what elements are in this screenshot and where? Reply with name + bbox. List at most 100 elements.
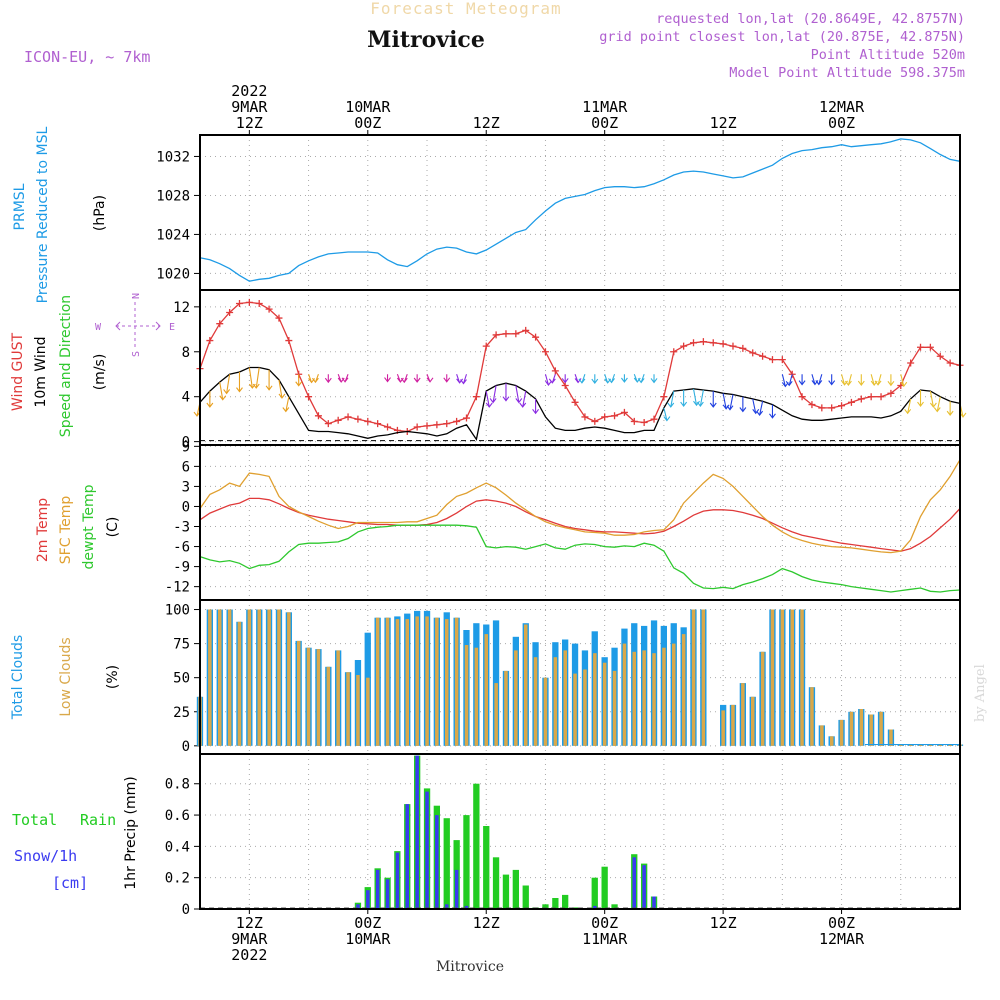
wind-direction-arrow [680,389,688,408]
temperature-ytick-label: 3 [182,479,190,495]
clouds-bar-secondary [395,619,400,746]
clouds-bar-secondary [425,616,429,746]
wind-series-0-line [199,301,961,433]
clouds-bar-secondary [928,744,933,746]
clouds-bar-secondary [849,711,854,746]
gust-point [374,420,382,428]
wind-labels: Wind GUST 10m Wind Speed and Direction (… [10,293,175,437]
clouds-bar-secondary [770,609,775,746]
compass-south: S [131,351,142,357]
wind-direction-arrow [265,369,273,391]
bottom-axis-label: 10MAR [345,930,391,948]
gust-point [423,422,431,430]
clouds-bar-secondary [593,653,597,746]
temperature-ytick-label: 6 [182,459,190,475]
temperature-ytick-label: -9 [173,560,190,576]
gust-point [768,356,776,364]
clouds-bar-secondary [257,609,261,746]
gust-point [216,320,224,328]
wind-direction-arrow [413,374,421,383]
temp-labels: 2m Temp SFC Temp dewpt Temp (C) [35,484,121,569]
clouds-bar-secondary [346,672,350,746]
clouds-ytick-label: 75 [173,637,190,653]
precip-frame [199,753,961,910]
clouds-bar-secondary [464,645,469,746]
temperature-ytick-label: -12 [165,580,190,596]
top-axis-label: 00Z [828,114,855,132]
top-axis-label: 00Z [591,114,618,132]
precip-bar-primary [542,904,549,909]
pressure-ytick-label: 1032 [156,149,190,165]
pressure-label-2: Pressure Reduced to MSL [35,126,51,303]
gust-point [482,342,490,350]
gust-point [611,412,619,420]
wind-direction-arrow [870,374,878,386]
precip-bar-primary [552,898,559,909]
clouds-bar-secondary [494,683,498,746]
clouds-bar-secondary [800,609,804,746]
clouds-bar-secondary [375,617,380,746]
temperature-ytick-label: 9 [182,439,190,455]
precip-bar-secondary [642,865,646,909]
precip-bar-primary [473,783,480,909]
wind-direction-arrow [206,391,214,408]
clouds-bar-secondary [602,662,607,746]
clouds-bar-secondary [790,609,794,746]
wind-direction-arrow [769,404,776,419]
wind-direction-arrow [917,389,924,408]
clouds-bar-secondary [830,736,834,746]
temperature-ytick-label: -6 [173,540,190,556]
precip-ytick-label: 0.2 [165,871,190,887]
precip-bar-secondary [464,905,469,909]
wind-direction-arrow [844,374,852,386]
wind-direction-arrow [308,374,316,384]
wind-direction-arrow [692,388,700,407]
gust-point [502,330,510,338]
precip-bar-secondary [405,804,409,909]
clouds-bar-secondary [326,666,331,746]
precip-bar-secondary [366,890,370,909]
wind-direction-arrow [667,390,675,408]
clouds-ytick-label: 0 [182,739,190,755]
clouds-bar-secondary [780,609,785,746]
wind-direction-arrow [578,374,586,384]
wind-direction-arrow [815,374,823,386]
compass-north: N [131,293,142,299]
temp-unit: (C) [105,517,121,538]
gust-point [265,305,273,313]
precip-bar-secondary [435,815,439,909]
top-axis-label: 12MAR [819,98,865,116]
gust-point [887,389,895,397]
cloud-unit: (%) [105,665,121,689]
gust-point [206,337,214,345]
wind-direction-arrow [548,374,556,384]
gust-point [354,415,362,423]
clouds-bar-secondary [652,653,656,746]
precip-bar-secondary [593,905,597,909]
gust-point [581,413,589,421]
clouds-bar-secondary [701,609,706,746]
wind-direction-arrow [443,374,451,383]
gust-point [571,398,579,406]
pressure-ytick-label: 1028 [156,188,190,204]
clouds-bar-secondary [839,719,844,746]
precip-bar-primary [522,885,529,909]
wind-direction-arrow [460,374,468,385]
gust-point [334,416,342,424]
clouds-bar-secondary [306,647,311,746]
clouds-bar-secondary [622,643,627,746]
cloud-label-1: Total Clouds [10,635,26,720]
clouds-bar-secondary [908,744,913,746]
gust-point [413,423,421,431]
wind-panel: 0 4 8 12 [173,289,967,451]
temperature-panel: 9 6 3 0 -3 -6 -9 -12 [165,439,961,601]
precip-bar-secondary [454,869,459,909]
gust-point [946,359,954,367]
gust-point [739,344,747,352]
clouds-bar-secondary [484,634,488,746]
precip-unit: 1hr Precip (mm) [123,776,139,889]
clouds-bar-secondary [741,683,745,746]
wind-direction-arrow [781,374,789,388]
clouds-bar-secondary [356,675,360,746]
